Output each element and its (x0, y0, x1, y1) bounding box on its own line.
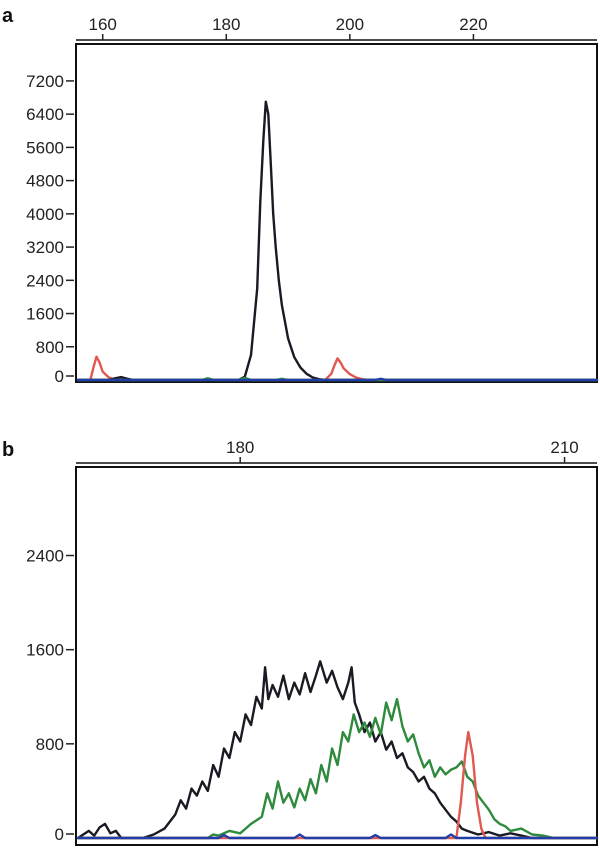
y-tick-label-6400: 6400 (26, 105, 64, 124)
panel-a-x-axis: 160 180 200 220 (89, 15, 488, 40)
y-tick-label-3200: 3200 (26, 238, 64, 257)
x-tick-label-200: 200 (336, 15, 364, 34)
panel-a-y-axis: 0 800 1600 2400 3200 4000 4800 5600 6400 7200 (26, 72, 74, 386)
panel-b-letter: b (2, 439, 14, 461)
x-tick-label-210: 210 (550, 438, 578, 457)
panel-b-traces (76, 660, 599, 840)
trace-1 (76, 355, 599, 382)
x-tick-label-180: 180 (226, 438, 254, 457)
trace-2 (76, 697, 599, 840)
x-tick-label-180: 180 (212, 15, 240, 34)
y-tick-label-4800: 4800 (26, 172, 64, 191)
panel-b-y-axis: 0 800 1600 2400 (26, 547, 74, 844)
y-tick-label-0: 0 (55, 825, 64, 844)
y-tick-label-1600: 1600 (26, 641, 64, 660)
trace-4 (76, 833, 599, 840)
x-tick-label-220: 220 (459, 15, 487, 34)
y-tick-label-800: 800 (36, 338, 64, 357)
trace-1 (76, 660, 599, 840)
trace-4 (76, 377, 599, 382)
panel-b: b 180 210 0 800 1600 2400 (2, 438, 599, 846)
y-tick-label-0: 0 (55, 367, 64, 386)
x-tick-label-160: 160 (89, 15, 117, 34)
panel-a-letter: a (2, 5, 14, 27)
y-tick-label-1600: 1600 (26, 305, 64, 324)
panel-a: a 160 180 200 220 0 800 1600 2400 3200 4000 4800 5… (2, 5, 599, 386)
trace-2 (76, 100, 599, 382)
y-tick-label-7200: 7200 (26, 72, 64, 91)
y-tick-label-2400: 2400 (26, 271, 64, 290)
panel-b-x-axis: 180 210 (226, 438, 579, 463)
trace-3 (76, 730, 599, 840)
panel-b-plot-frame (75, 466, 598, 846)
y-tick-label-800: 800 (36, 735, 64, 754)
y-tick-label-5600: 5600 (26, 138, 64, 157)
panel-a-traces (76, 100, 599, 382)
panel-a-plot-frame (75, 43, 598, 383)
y-tick-label-2400: 2400 (26, 547, 64, 566)
y-tick-label-4000: 4000 (26, 205, 64, 224)
